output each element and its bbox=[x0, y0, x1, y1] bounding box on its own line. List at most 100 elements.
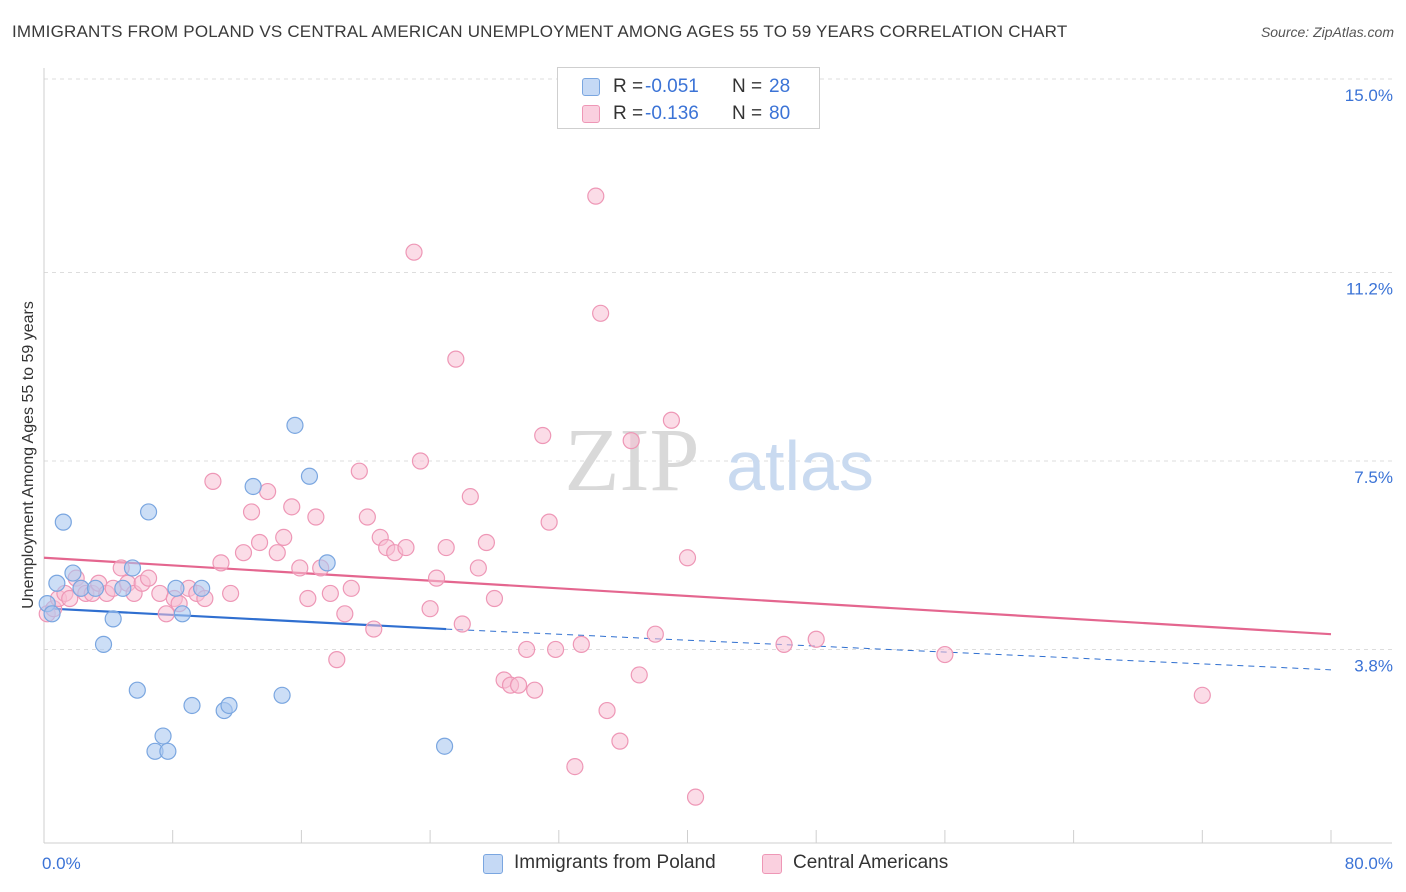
legend-n-label: N = bbox=[732, 103, 763, 124]
legend-swatch-poland bbox=[582, 78, 600, 96]
point-central-americans bbox=[234, 544, 253, 562]
point-central-americans bbox=[139, 569, 158, 587]
point-central-americans bbox=[212, 554, 230, 572]
point-poland bbox=[154, 727, 172, 745]
point-central-americans bbox=[678, 549, 697, 567]
point-central-americans bbox=[477, 533, 496, 552]
point-central-americans bbox=[61, 589, 79, 608]
point-poland bbox=[183, 696, 201, 715]
trend-line-central-americans bbox=[43, 556, 1332, 636]
point-poland bbox=[128, 681, 146, 699]
point-central-americans bbox=[204, 472, 222, 490]
point-poland bbox=[318, 554, 336, 572]
legend-swatch-central bbox=[582, 105, 600, 123]
correlation-legend: R = -0.051 N = 28 R = -0.136 N = 80 bbox=[557, 67, 820, 129]
point-central-americans bbox=[291, 559, 309, 577]
point-poland bbox=[159, 742, 177, 760]
point-poland bbox=[139, 503, 158, 521]
legend-r-value: -0.051 bbox=[645, 76, 699, 97]
legend-label-central: Central Americans bbox=[793, 852, 949, 873]
point-central-americans bbox=[268, 544, 286, 562]
y-tick-label: 11.2% bbox=[1346, 280, 1393, 299]
point-central-americans bbox=[242, 503, 261, 521]
y-tick-label: 3.8% bbox=[1354, 656, 1393, 675]
point-poland bbox=[104, 610, 122, 628]
y-axis-label: Unemployment Among Ages 55 to 59 years bbox=[20, 301, 37, 609]
point-poland bbox=[244, 477, 262, 496]
point-poland bbox=[43, 605, 61, 623]
legend-n-label: N = bbox=[732, 76, 763, 97]
point-central-americans bbox=[427, 569, 446, 587]
point-central-americans bbox=[572, 635, 590, 653]
point-poland bbox=[193, 579, 211, 597]
point-central-americans bbox=[365, 620, 383, 638]
point-central-americans bbox=[775, 635, 793, 653]
point-central-americans bbox=[411, 452, 430, 470]
point-central-americans bbox=[936, 645, 954, 664]
point-poland bbox=[123, 559, 142, 577]
point-central-americans bbox=[342, 579, 360, 597]
trend-line-poland-extension bbox=[446, 628, 1332, 671]
point-central-americans bbox=[358, 508, 376, 526]
point-central-americans bbox=[534, 426, 552, 445]
point-poland bbox=[114, 579, 132, 597]
point-poland bbox=[300, 467, 319, 485]
point-poland bbox=[273, 686, 291, 704]
point-central-americans bbox=[1193, 686, 1211, 704]
point-central-americans bbox=[546, 640, 565, 659]
point-central-americans bbox=[622, 432, 640, 450]
legend-swatch-central bbox=[762, 854, 782, 874]
legend-n-value: 28 bbox=[769, 76, 791, 97]
point-central-americans bbox=[526, 681, 544, 699]
point-poland bbox=[86, 579, 105, 597]
point-central-americans bbox=[662, 411, 681, 429]
point-central-americans bbox=[453, 615, 471, 633]
axes bbox=[43, 68, 1392, 844]
point-central-americans bbox=[151, 584, 169, 603]
point-central-americans bbox=[646, 625, 664, 643]
tick-labels: 3.8% 7.5% 11.2% 15.0% 0.0% 80.0% bbox=[42, 86, 1393, 873]
series-legend: Immigrants from Poland Central Americans bbox=[0, 852, 1406, 876]
point-central-americans bbox=[421, 600, 439, 618]
point-poland bbox=[167, 579, 185, 597]
point-central-americans bbox=[518, 640, 536, 659]
point-central-americans bbox=[485, 589, 504, 608]
chart-title: IMMIGRANTS FROM POLAND VS CENTRAL AMERIC… bbox=[12, 22, 1068, 41]
point-central-americans bbox=[447, 350, 465, 368]
legend-r-label: R = bbox=[613, 103, 644, 124]
point-poland bbox=[94, 635, 113, 653]
point-central-americans bbox=[807, 630, 825, 648]
trend-lines bbox=[43, 556, 1332, 671]
point-central-americans bbox=[592, 304, 610, 322]
point-poland bbox=[54, 513, 72, 531]
source-label: Source: ZipAtlas.com bbox=[1260, 24, 1394, 40]
point-central-americans bbox=[598, 701, 616, 720]
legend-r-value: -0.136 bbox=[645, 103, 699, 124]
legend-label-poland: Immigrants from Poland bbox=[514, 852, 716, 873]
gridlines bbox=[44, 78, 1392, 650]
point-central-americans bbox=[336, 605, 354, 623]
legend-swatch-poland bbox=[483, 854, 503, 874]
point-central-americans bbox=[222, 584, 240, 603]
x-tick-label: 0.0% bbox=[42, 854, 81, 873]
point-poland bbox=[435, 737, 454, 755]
point-central-americans bbox=[350, 462, 368, 480]
point-central-americans bbox=[611, 732, 629, 750]
point-central-americans bbox=[461, 488, 479, 506]
point-poland bbox=[286, 416, 304, 434]
point-central-americans bbox=[630, 666, 648, 684]
point-central-americans bbox=[686, 788, 705, 806]
y-tick-label: 15.0% bbox=[1345, 86, 1393, 105]
watermark: ZIP atlas bbox=[565, 411, 874, 510]
legend-n-value: 80 bbox=[769, 103, 791, 124]
point-poland bbox=[48, 574, 66, 592]
point-central-americans bbox=[566, 757, 584, 776]
watermark-zip: ZIP bbox=[565, 411, 700, 510]
legend-r-label: R = bbox=[613, 76, 644, 97]
x-tick-label: 80.0% bbox=[1345, 854, 1393, 873]
point-central-americans bbox=[299, 589, 317, 608]
point-central-americans bbox=[321, 584, 339, 603]
point-central-americans bbox=[250, 533, 269, 552]
data-points bbox=[38, 187, 1211, 806]
